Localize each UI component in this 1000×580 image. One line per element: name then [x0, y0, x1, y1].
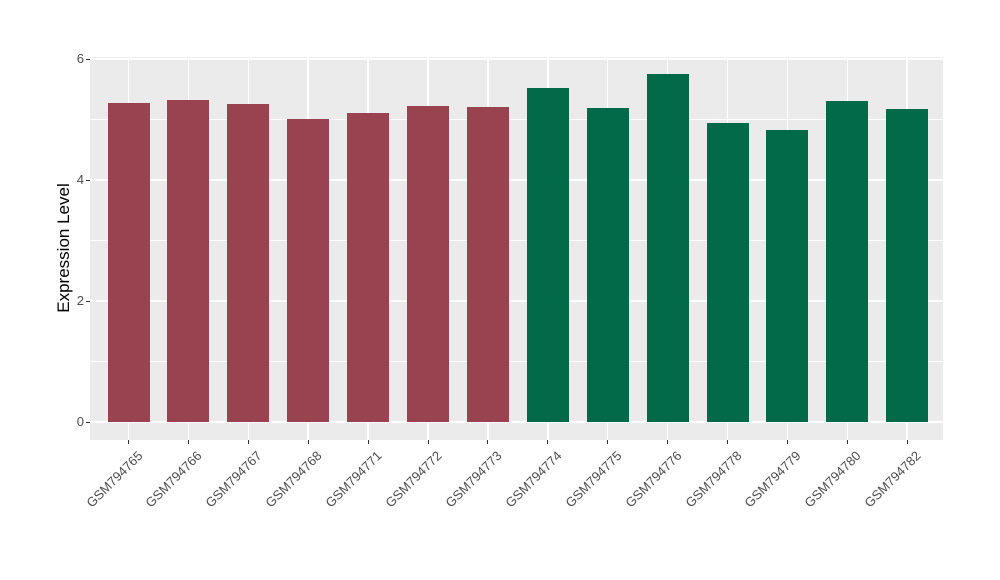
x-tick-label: GSM794773: [442, 448, 505, 511]
bar-GSM794767: [227, 103, 270, 422]
bar-GSM794765: [107, 103, 150, 422]
plot-panel: [90, 57, 943, 440]
x-tick-mark: [607, 440, 609, 444]
bar-GSM794782: [886, 109, 929, 422]
x-tick-label: GSM794766: [142, 448, 206, 511]
y-tick-label: 6: [76, 51, 84, 66]
x-tick-mark: [307, 440, 309, 444]
y-minor-gridline: [90, 361, 943, 362]
x-tick-mark: [487, 440, 489, 444]
x-tick-label: GSM794780: [801, 448, 864, 511]
y-major-gridline: [90, 300, 943, 302]
bar-GSM794772: [407, 106, 449, 422]
y-tick-label: 0: [76, 414, 84, 429]
x-tick-mark: [727, 440, 728, 444]
y-tick-mark: [85, 179, 90, 181]
x-tick-mark: [128, 440, 129, 444]
x-tick-mark: [367, 440, 369, 444]
bar-GSM794773: [466, 106, 509, 422]
y-tick-label: 4: [76, 172, 84, 187]
x-tick-label: GSM794774: [502, 448, 565, 511]
x-tick-mark: [247, 440, 249, 444]
x-tick-mark: [906, 440, 908, 444]
bar-GSM794780: [826, 101, 869, 422]
x-tick-mark: [427, 440, 429, 444]
y-tick-label: 2: [76, 293, 84, 308]
bar-GSM794775: [586, 108, 629, 422]
x-tick-label: GSM794782: [861, 448, 924, 511]
bar-GSM794768: [287, 118, 330, 422]
y-major-gridline: [90, 421, 943, 423]
bar-GSM794771: [347, 112, 390, 422]
x-tick-label: GSM794776: [621, 448, 685, 511]
x-tick-label: GSM794767: [202, 448, 265, 511]
x-tick-mark: [187, 440, 189, 444]
y-minor-gridline: [90, 119, 943, 120]
y-tick-mark: [85, 300, 90, 302]
x-tick-label: GSM794765: [82, 448, 146, 511]
x-tick-label: GSM794768: [262, 448, 325, 511]
bar-GSM794779: [766, 129, 809, 422]
y-tick-mark: [85, 58, 90, 60]
y-tick-mark: [85, 421, 90, 423]
x-tick-mark: [547, 440, 549, 444]
x-tick-label: GSM794772: [382, 448, 445, 511]
y-minor-gridline: [90, 240, 943, 241]
x-tick-label: GSM794775: [562, 448, 625, 511]
x-tick-mark: [667, 440, 669, 444]
x-tick-mark: [786, 440, 788, 444]
bar-GSM794776: [646, 74, 689, 422]
bar-GSM794766: [167, 100, 210, 422]
bar-GSM794778: [706, 122, 749, 422]
y-major-gridline: [90, 179, 943, 181]
y-major-gridline: [90, 58, 943, 60]
x-tick-label: GSM794779: [741, 448, 805, 511]
x-tick-label: GSM794778: [681, 448, 745, 511]
x-tick-mark: [846, 440, 848, 444]
bar-GSM794774: [526, 88, 569, 422]
x-tick-label: GSM794771: [322, 448, 385, 511]
